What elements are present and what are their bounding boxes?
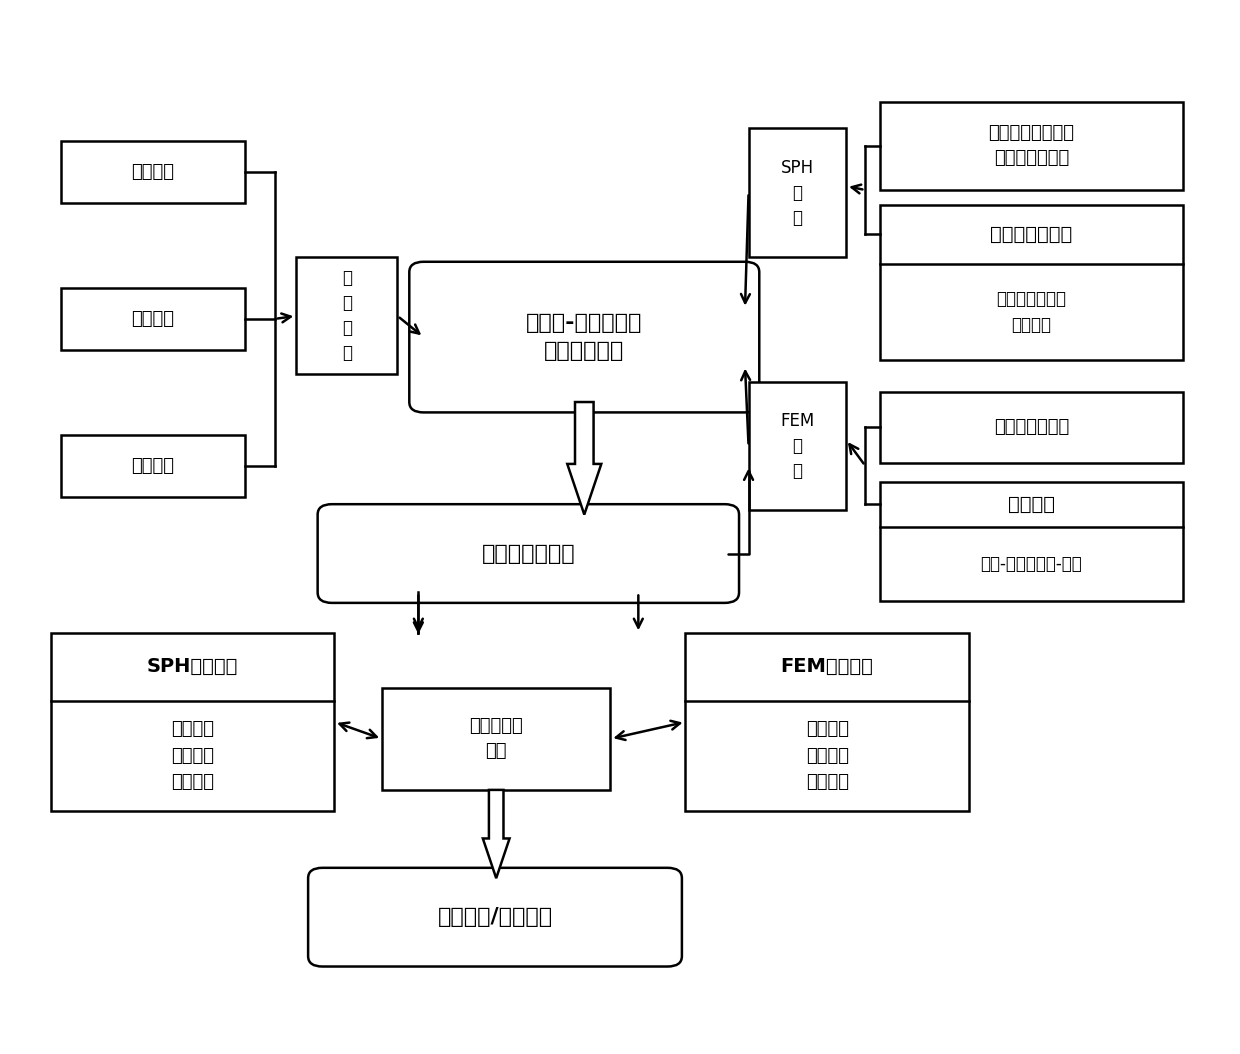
Text: SPH
模
型: SPH 模 型 bbox=[781, 158, 813, 227]
Text: 成形质量/胶层缺陷: 成形质量/胶层缺陷 bbox=[438, 907, 553, 928]
Bar bbox=[749, 383, 846, 510]
Text: 直线-平面、曲线-曲面: 直线-平面、曲线-曲面 bbox=[981, 555, 1083, 573]
Text: 几何尺寸: 几何尺寸 bbox=[131, 457, 175, 475]
Polygon shape bbox=[567, 402, 601, 514]
Text: 形状、截面积、
位置关系: 形状、截面积、 位置关系 bbox=[996, 290, 1066, 334]
Text: 流体黏度: 流体黏度 bbox=[131, 310, 175, 328]
Bar bbox=[61, 140, 246, 202]
Bar bbox=[686, 633, 968, 811]
Bar bbox=[749, 129, 846, 256]
Bar bbox=[296, 257, 397, 374]
Text: 接触力传递
载荷: 接触力传递 载荷 bbox=[469, 718, 523, 760]
Bar bbox=[879, 101, 1183, 190]
Bar bbox=[879, 392, 1183, 463]
Text: 胶层黏压效应下的
非牛顿流变特性: 胶层黏压效应下的 非牛顿流变特性 bbox=[988, 124, 1074, 168]
FancyBboxPatch shape bbox=[409, 261, 759, 412]
Text: 几何模型: 几何模型 bbox=[1008, 495, 1055, 514]
Text: SPH粒子信息: SPH粒子信息 bbox=[148, 658, 238, 677]
FancyBboxPatch shape bbox=[317, 504, 739, 603]
Bar bbox=[879, 204, 1183, 360]
Bar bbox=[879, 482, 1183, 601]
Text: 挤压速度: 挤压速度 bbox=[131, 162, 175, 180]
Text: 平衡方程
几何方程
物理方程: 平衡方程 几何方程 物理方程 bbox=[806, 720, 848, 792]
Polygon shape bbox=[482, 789, 510, 878]
Text: 折边胶-铝合金薄板
流固耦合模型: 折边胶-铝合金薄板 流固耦合模型 bbox=[526, 313, 642, 362]
Bar bbox=[61, 435, 246, 497]
Text: FEM节点位移: FEM节点位移 bbox=[781, 658, 873, 677]
FancyBboxPatch shape bbox=[308, 867, 682, 967]
Text: 耦合算法与控制: 耦合算法与控制 bbox=[481, 544, 575, 564]
Text: FEM
模
型: FEM 模 型 bbox=[780, 412, 815, 481]
Bar bbox=[382, 687, 610, 789]
Text: 动量方程
连续方程
能量方程: 动量方程 连续方程 能量方程 bbox=[171, 720, 215, 792]
Text: 压
粘
效
应: 压 粘 效 应 bbox=[342, 270, 352, 363]
Bar bbox=[51, 633, 335, 811]
Text: 铝合金本构模型: 铝合金本构模型 bbox=[993, 418, 1069, 436]
Bar bbox=[61, 288, 246, 350]
Text: 折边胶几何模型: 折边胶几何模型 bbox=[991, 225, 1073, 243]
